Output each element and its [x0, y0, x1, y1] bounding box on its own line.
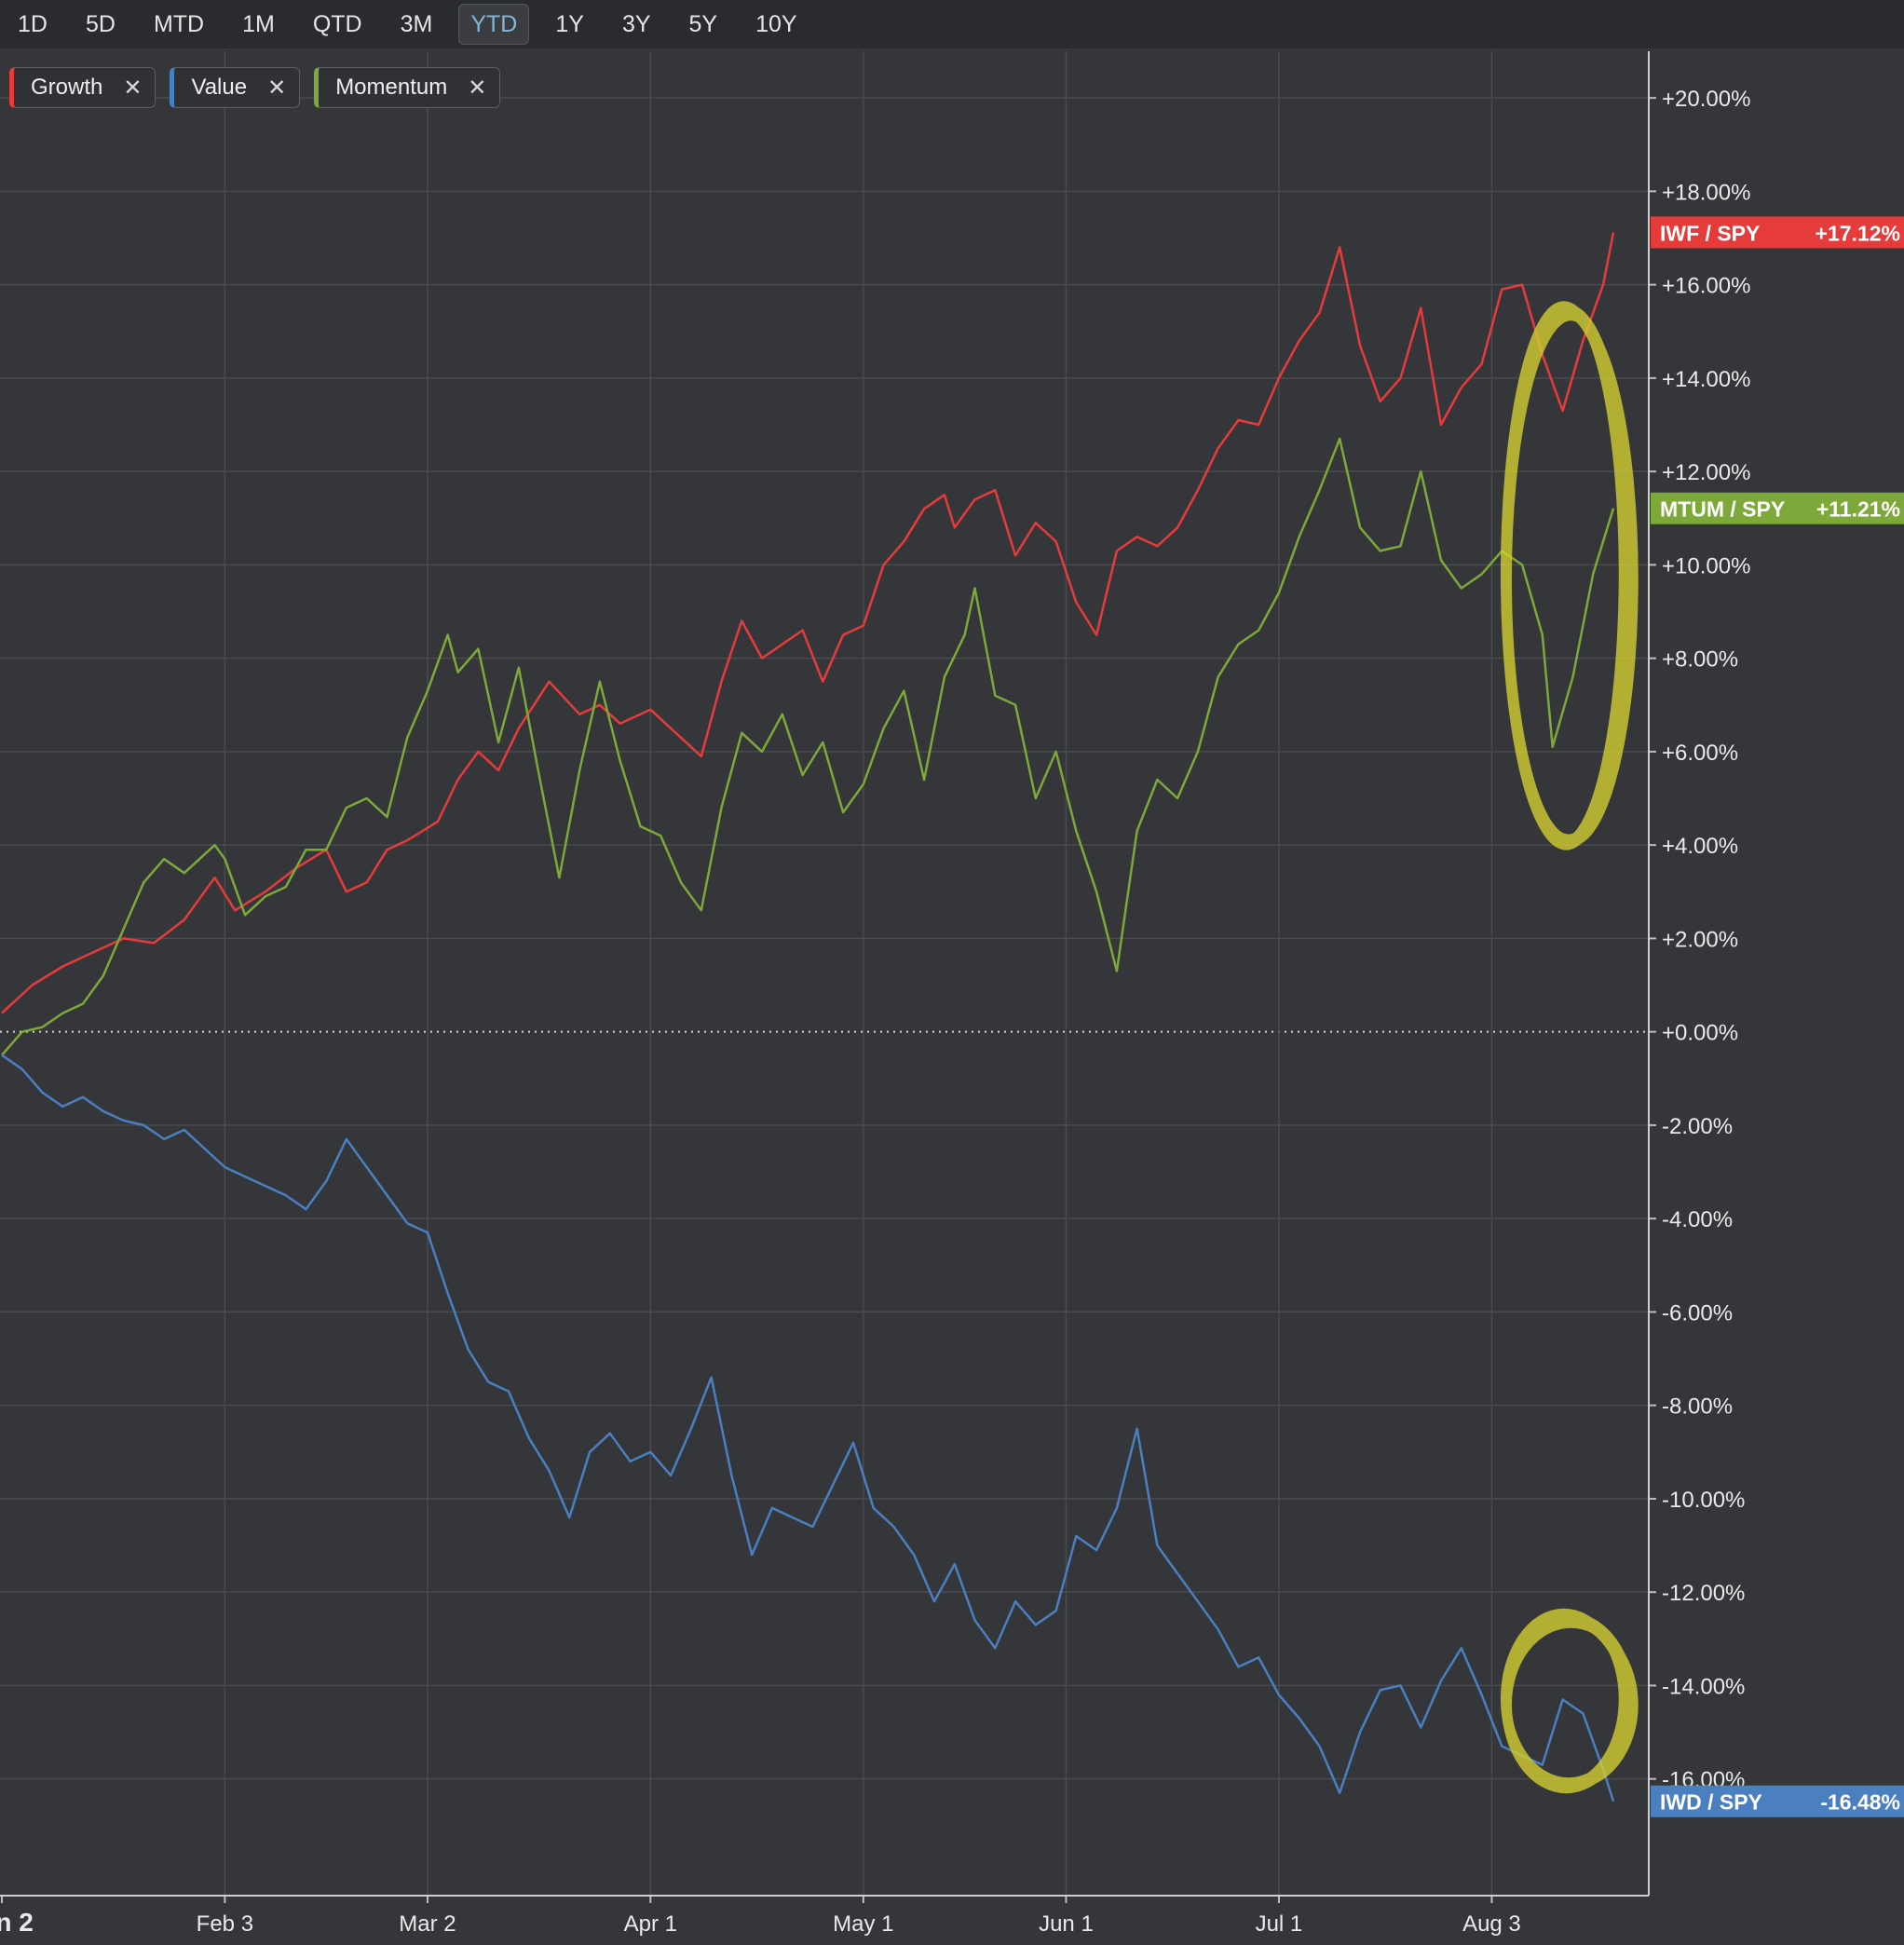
close-icon[interactable]: ✕ [267, 75, 287, 101]
range-button-mtd[interactable]: MTD [153, 11, 205, 37]
time-range-toolbar: 1D 5D MTD 1M QTD 3M YTD 1Y 3Y 5Y 10Y [0, 0, 1904, 48]
y-tick-label: +4.00% [1662, 834, 1738, 859]
y-tick-label: +20.00% [1662, 87, 1750, 112]
end-label-value: -16.48% [1820, 1790, 1900, 1815]
y-tick-label: +2.00% [1662, 927, 1738, 952]
legend-chip-momentum[interactable]: Momentum ✕ [314, 67, 501, 108]
highlight-stroke [1503, 1619, 1639, 1790]
legend-chip-label: Momentum [335, 75, 448, 100]
range-button-3y[interactable]: 3Y [621, 11, 651, 37]
legend-chip-growth[interactable]: Growth ✕ [9, 67, 156, 108]
x-tick-label: Mar 2 [399, 1911, 456, 1937]
range-button-1m[interactable]: 1M [242, 11, 275, 37]
close-icon[interactable]: ✕ [123, 75, 143, 101]
y-tick-label: +6.00% [1662, 741, 1738, 766]
end-label-ticker: IWF / SPY [1660, 221, 1760, 245]
y-tick-label: +16.00% [1662, 274, 1750, 299]
y-tick-label: -4.00% [1662, 1207, 1733, 1232]
y-tick-label: +0.00% [1662, 1021, 1738, 1046]
y-tick-label: -12.00% [1662, 1581, 1745, 1606]
y-tick-label: +12.00% [1662, 460, 1750, 485]
end-label-value: +17.12% [1816, 221, 1900, 245]
end-label-ticker: MTUM / SPY [1660, 497, 1785, 522]
end-label-growth: IWF / SPY +17.12% [1651, 216, 1904, 249]
y-tick-label: +8.00% [1662, 647, 1738, 673]
legend-chip-label: Value [191, 75, 248, 100]
range-button-5y[interactable]: 5Y [688, 11, 718, 37]
end-label-value: IWD / SPY -16.48% [1651, 1785, 1904, 1817]
y-tick-label: +18.00% [1662, 180, 1750, 205]
range-button-5d[interactable]: 5D [85, 11, 116, 37]
end-label-momentum: MTUM / SPY +11.21% [1651, 492, 1904, 524]
range-button-10y[interactable]: 10Y [755, 11, 797, 37]
highlight-circle-2 [1500, 1608, 1639, 1794]
grid [0, 51, 1649, 1896]
y-tick-label: -6.00% [1662, 1300, 1733, 1326]
range-button-3m[interactable]: 3M [400, 11, 433, 37]
y-tick-label: +14.00% [1662, 367, 1750, 392]
end-labels: IWF / SPY +17.12% MTUM / SPY +11.21% IWD / S… [1651, 216, 1904, 1817]
axes: +20.00% +18.00% +16.00% +14.00% +12.00% +10.0… [0, 51, 1750, 1937]
close-icon[interactable]: ✕ [468, 75, 487, 101]
range-button-1d[interactable]: 1D [18, 11, 48, 37]
end-label-box [1651, 216, 1904, 249]
series-lines [1, 232, 1615, 1802]
highlight-annotations [1500, 301, 1639, 1794]
y-tick-label: +10.00% [1662, 553, 1750, 578]
x-tick-label: Apr 1 [624, 1911, 677, 1937]
x-tick-label: Feb 3 [197, 1911, 253, 1937]
x-tick-label: Jan 2 [0, 1908, 34, 1937]
end-label-ticker: IWD / SPY [1660, 1790, 1762, 1815]
legend-chip-value[interactable]: Value ✕ [170, 67, 301, 108]
range-button-qtd[interactable]: QTD [312, 11, 362, 37]
end-label-value: +11.21% [1816, 497, 1900, 522]
x-tick-label: Jul 1 [1256, 1911, 1303, 1937]
range-button-1y[interactable]: 1Y [555, 11, 584, 37]
range-button-ytd[interactable]: YTD [458, 4, 530, 45]
highlight-circle-1 [1500, 301, 1639, 850]
legend-chip-label: Growth [31, 75, 103, 100]
y-tick-label: -2.00% [1662, 1114, 1733, 1139]
legend: Growth ✕ Value ✕ Momentum ✕ [9, 67, 514, 108]
x-tick-label: Jun 1 [1039, 1911, 1094, 1937]
series-line-growth [1, 232, 1615, 1014]
y-tick-label: -14.00% [1662, 1674, 1745, 1699]
x-tick-label: Aug 3 [1462, 1911, 1521, 1937]
series-line-value [1, 1054, 1615, 1802]
y-tick-label: -8.00% [1662, 1394, 1733, 1420]
end-label-box [1651, 1785, 1904, 1817]
end-label-box [1651, 492, 1904, 524]
highlight-stroke [1503, 312, 1639, 847]
x-tick-label: May 1 [833, 1911, 893, 1937]
series-line-momentum [1, 437, 1615, 1056]
y-tick-label: -10.00% [1662, 1488, 1745, 1513]
